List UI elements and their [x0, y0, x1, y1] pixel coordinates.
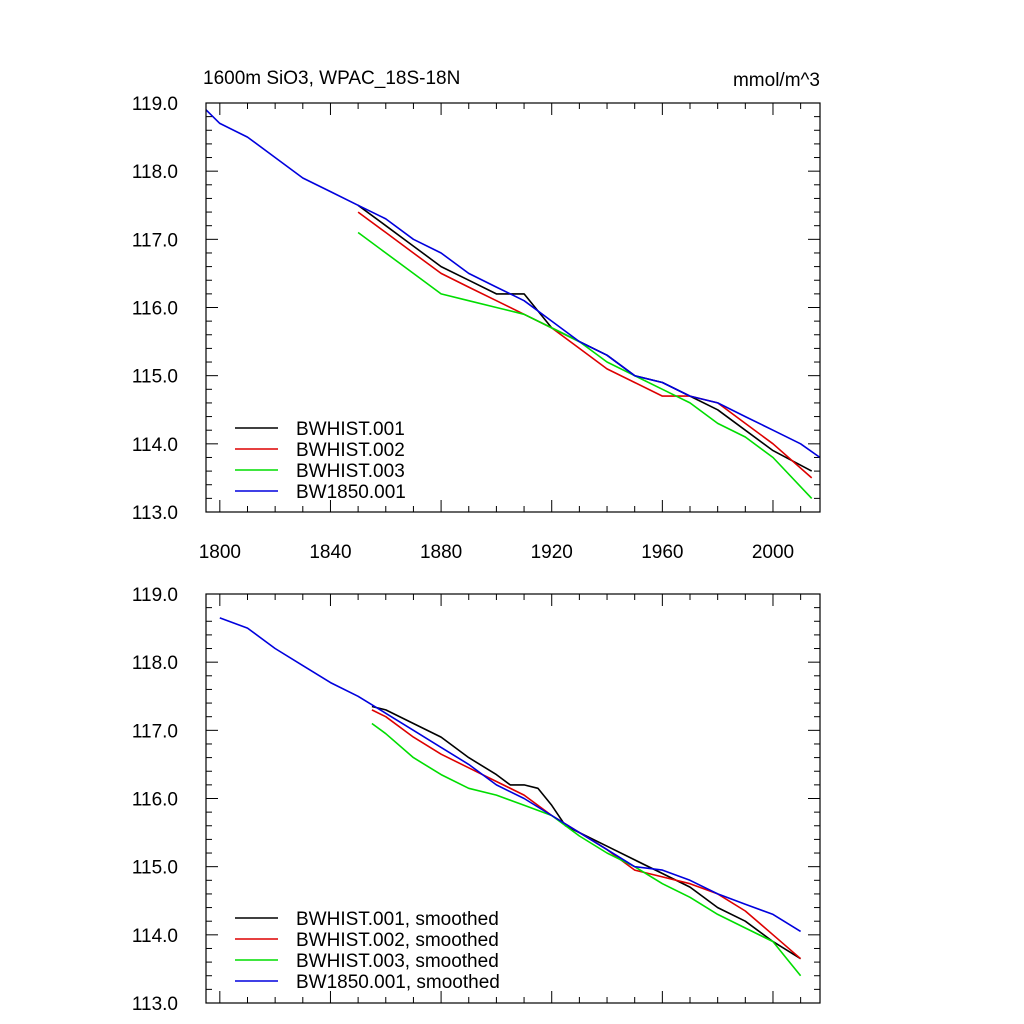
legend-label: BWHIST.001 — [296, 419, 405, 440]
y-tick-label: 115.0 — [132, 367, 178, 388]
x-tick-label: 1840 — [309, 542, 351, 563]
y-tick-label: 119.0 — [132, 585, 178, 606]
legend-label: BWHIST.002, smoothed — [296, 930, 499, 951]
top-chart-panel: 1600m SiO3, WPAC_18S-18N mmol/m^3 113.0 1… — [132, 68, 821, 563]
legend-label: BWHIST.003, smoothed — [296, 951, 499, 972]
y-tick-label: 113.0 — [132, 503, 178, 524]
legend-label: BWHIST.002 — [296, 440, 405, 461]
legend-label: BWHIST.003 — [296, 461, 405, 482]
series-line-bwhist-003 — [357, 231, 813, 499]
plot-frame — [205, 593, 821, 1004]
y-tick-label: 115.0 — [132, 858, 178, 879]
legend-label: BWHIST.001, smoothed — [296, 909, 499, 930]
series-line-bw1850-001 — [205, 109, 821, 459]
x-tick-label: 1960 — [641, 542, 683, 563]
y-tick-label: 117.0 — [132, 230, 178, 251]
legend-label: BW1850.001 — [296, 482, 406, 503]
y-tick-label: 114.0 — [132, 435, 178, 456]
y-tick-label: 116.0 — [132, 299, 178, 320]
series-line-bw1850-001-smoothed — [219, 617, 802, 933]
y-tick-label: 119.0 — [132, 94, 178, 115]
x-tick-label: 2000 — [752, 542, 794, 563]
bottom-chart-panel: 113.0 114.0 115.0 116.0 117.0 118.0 119.0 BWHI… — [132, 585, 821, 1015]
y-tick-label: 118.0 — [132, 653, 178, 674]
y-tick-label: 117.0 — [132, 721, 178, 742]
plot-frame — [205, 102, 821, 513]
chart-title: 1600m SiO3, WPAC_18S-18N — [203, 68, 460, 89]
y-tick-label: 114.0 — [132, 926, 178, 947]
y-tick-label: 118.0 — [132, 162, 178, 183]
x-tick-label: 1920 — [531, 542, 573, 563]
units-label: mmol/m^3 — [733, 70, 820, 91]
series-line-bwhist-001-smoothed — [371, 705, 802, 960]
series-line-bwhist-003-smoothed — [371, 722, 802, 977]
x-tick-label: 1880 — [420, 542, 462, 563]
y-tick-label: 113.0 — [132, 994, 178, 1015]
series-line-bwhist-002 — [357, 211, 813, 479]
legend-label: BW1850.001, smoothed — [296, 972, 500, 993]
y-tick-label: 116.0 — [132, 790, 178, 811]
x-tick-label: 1800 — [199, 542, 241, 563]
